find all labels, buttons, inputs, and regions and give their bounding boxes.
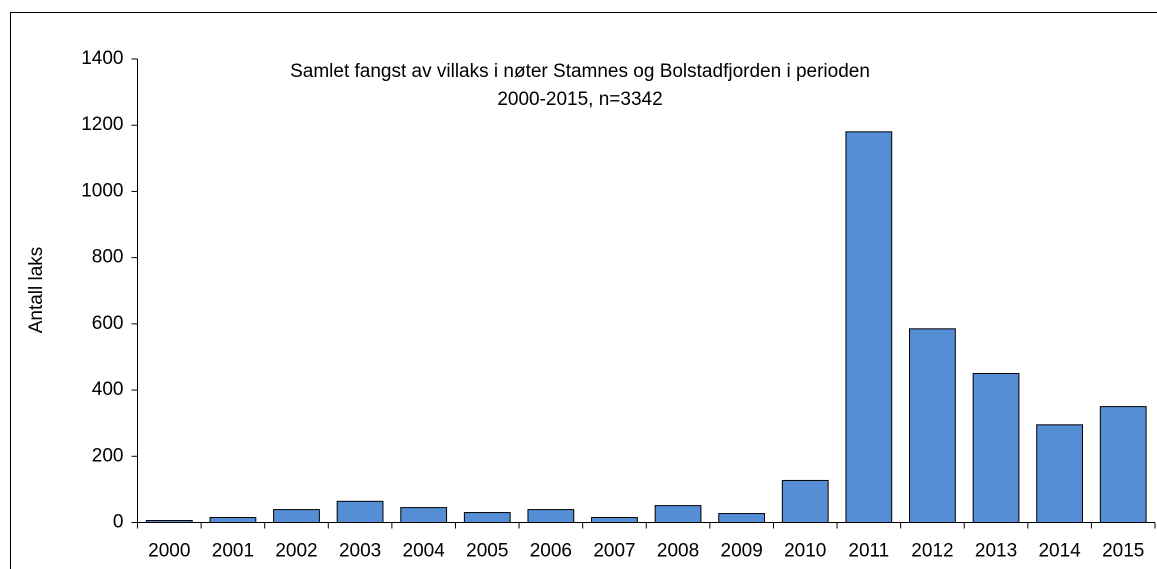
x-tick-label: 2000 xyxy=(148,541,190,562)
frame xyxy=(10,12,1157,569)
bar xyxy=(463,512,511,524)
y-axis-label: Antall laks xyxy=(26,247,47,334)
x-tick-label: 2009 xyxy=(721,541,763,562)
bar xyxy=(654,505,702,523)
bar xyxy=(718,513,766,524)
x-tick-label: 2003 xyxy=(339,541,381,562)
bar xyxy=(972,373,1020,523)
x-tick-label: 2005 xyxy=(466,541,508,562)
bar xyxy=(209,517,257,524)
chart-title: 2000-2015, n=3342 xyxy=(497,89,662,110)
y-tick-label: 1200 xyxy=(81,114,123,135)
bar xyxy=(1036,424,1084,523)
y-tick-label: 800 xyxy=(92,247,124,268)
bar xyxy=(1099,406,1147,523)
y-tick-label: 200 xyxy=(92,445,124,466)
bar xyxy=(591,517,638,524)
bar xyxy=(273,509,320,524)
x-tick-label: 2013 xyxy=(975,541,1017,562)
x-tick-label: 2006 xyxy=(530,541,572,562)
x-tick-label: 2004 xyxy=(403,541,446,562)
bar xyxy=(527,509,575,524)
x-tick-label: 2012 xyxy=(911,541,953,562)
bar xyxy=(336,500,384,524)
x-tick-label: 2011 xyxy=(848,541,889,562)
x-tick-label: 2010 xyxy=(784,541,826,562)
x-tick-label: 2007 xyxy=(593,541,635,562)
x-tick-label: 2002 xyxy=(275,541,317,562)
y-tick-label: 400 xyxy=(92,379,124,400)
y-tick-label: 600 xyxy=(92,313,124,334)
bar xyxy=(781,479,829,523)
y-tick-label: 1000 xyxy=(81,180,123,201)
x-tick-label: 2015 xyxy=(1102,541,1144,562)
bar xyxy=(909,328,956,523)
chart-title: Samlet fangst av villaks i nøter Stamnes… xyxy=(290,61,870,82)
y-tick-label: 0 xyxy=(113,512,124,533)
bar xyxy=(400,507,448,523)
bar xyxy=(845,131,893,523)
x-tick-label: 2008 xyxy=(657,541,699,562)
x-tick-label: 2001 xyxy=(212,541,254,562)
x-tick-label: 2014 xyxy=(1038,541,1081,562)
y-tick-label: 1400 xyxy=(81,48,123,69)
